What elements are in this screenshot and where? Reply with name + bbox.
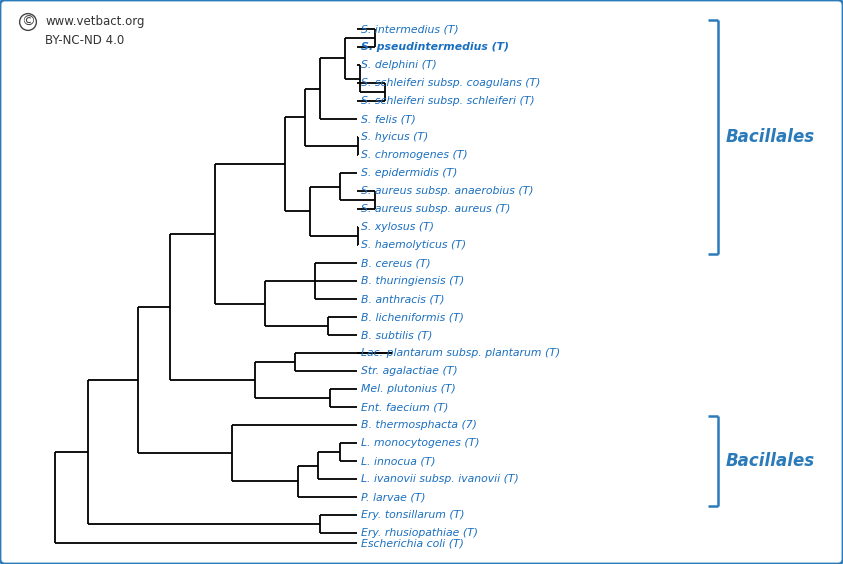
Text: B. thermosphacta (7): B. thermosphacta (7) <box>361 420 477 430</box>
Text: Escherichia coli (T): Escherichia coli (T) <box>361 538 464 548</box>
Text: S. epidermidis (T): S. epidermidis (T) <box>361 168 458 178</box>
Text: S. schleiferi subsp. coagulans (T): S. schleiferi subsp. coagulans (T) <box>361 78 540 88</box>
Text: Bacillales: Bacillales <box>726 128 815 146</box>
Text: S. aureus subsp. aureus (T): S. aureus subsp. aureus (T) <box>361 204 510 214</box>
Text: S. haemolyticus (T): S. haemolyticus (T) <box>361 240 466 250</box>
Text: Ery. rhusiopathiae (T): Ery. rhusiopathiae (T) <box>361 528 478 538</box>
Text: B. cereus (T): B. cereus (T) <box>361 258 431 268</box>
Text: B. thuringiensis (T): B. thuringiensis (T) <box>361 276 464 286</box>
Text: L. monocytogenes (T): L. monocytogenes (T) <box>361 438 480 448</box>
Text: S. felis (T): S. felis (T) <box>361 114 416 124</box>
Text: S. chromogenes (T): S. chromogenes (T) <box>361 150 468 160</box>
Text: Bacillales: Bacillales <box>726 452 815 470</box>
Text: S. pseudintermedius (T): S. pseudintermedius (T) <box>361 42 509 52</box>
Text: S. delphini (T): S. delphini (T) <box>361 60 437 70</box>
Text: Lac. plantarum subsp. plantarum (T): Lac. plantarum subsp. plantarum (T) <box>361 348 560 358</box>
Text: L. ivanovii subsp. ivanovii (T): L. ivanovii subsp. ivanovii (T) <box>361 474 518 484</box>
Text: B. anthracis (T): B. anthracis (T) <box>361 294 444 304</box>
Text: Ent. faecium (T): Ent. faecium (T) <box>361 402 448 412</box>
Text: B. subtilis (T): B. subtilis (T) <box>361 330 432 340</box>
Text: ©: © <box>21 15 35 29</box>
Text: S. schleiferi subsp. schleiferi (T): S. schleiferi subsp. schleiferi (T) <box>361 96 534 106</box>
Text: www.vetbact.org: www.vetbact.org <box>45 15 144 29</box>
Text: Mel. plutonius (T): Mel. plutonius (T) <box>361 384 456 394</box>
Text: BY-NC-ND 4.0: BY-NC-ND 4.0 <box>45 33 124 46</box>
Text: S. aureus subsp. anaerobius (T): S. aureus subsp. anaerobius (T) <box>361 186 534 196</box>
Text: Str. agalactiae (T): Str. agalactiae (T) <box>361 366 458 376</box>
Text: S. intermedius (T): S. intermedius (T) <box>361 24 459 34</box>
Text: B. licheniformis (T): B. licheniformis (T) <box>361 312 464 322</box>
Text: L. innocua (T): L. innocua (T) <box>361 456 436 466</box>
Text: S. hyicus (T): S. hyicus (T) <box>361 132 428 142</box>
Text: Ery. tonsillarum (T): Ery. tonsillarum (T) <box>361 510 464 520</box>
Text: P. larvae (T): P. larvae (T) <box>361 492 426 502</box>
Text: S. xylosus (T): S. xylosus (T) <box>361 222 434 232</box>
